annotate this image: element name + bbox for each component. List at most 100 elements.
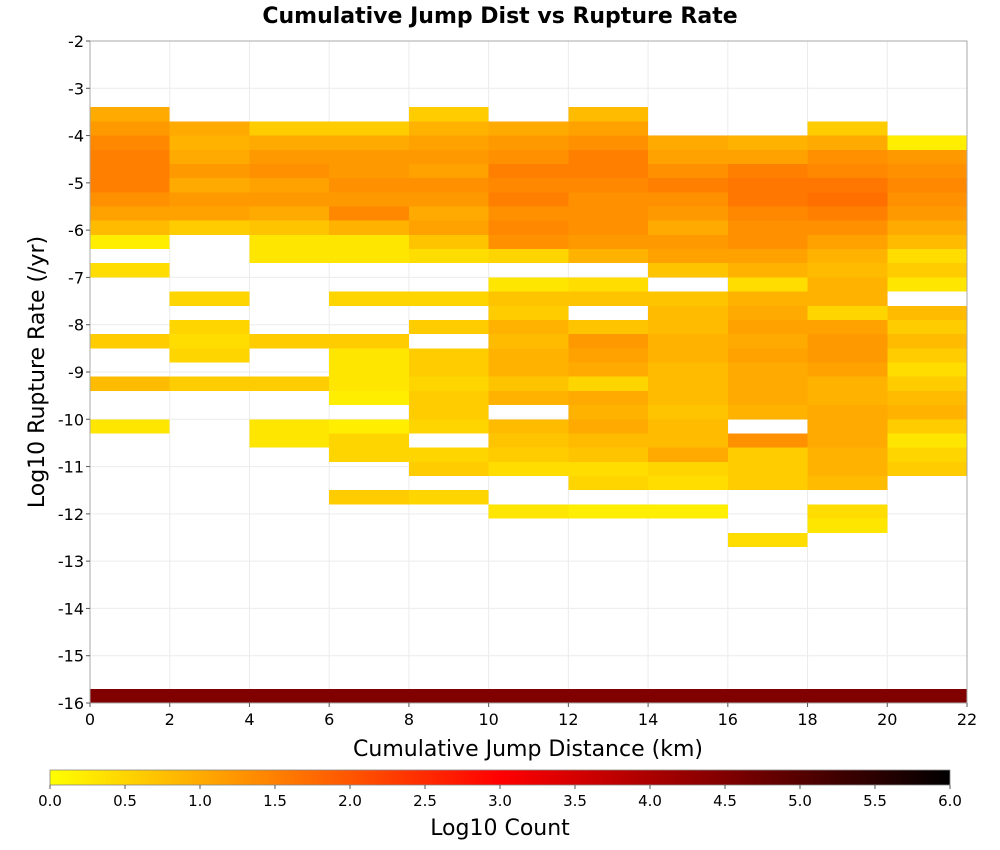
heatmap-cell xyxy=(887,419,967,434)
colorbar-tick-label: 0.0 xyxy=(38,792,62,810)
heatmap-cell xyxy=(408,121,489,136)
heatmap-cell xyxy=(488,206,569,221)
heatmap-cell xyxy=(648,192,728,207)
heatmap-cell xyxy=(887,263,967,278)
heatmap-cell xyxy=(568,334,649,349)
y-tick-label: -8 xyxy=(68,316,84,335)
heatmap-cell xyxy=(807,319,888,335)
heatmap-cell xyxy=(727,390,808,406)
heatmap-cell xyxy=(568,376,649,391)
heatmap-cell xyxy=(727,476,808,491)
heatmap-cell xyxy=(568,476,649,491)
heatmap-cell xyxy=(488,135,569,150)
heatmap-cell xyxy=(90,107,170,122)
y-tick-label: -12 xyxy=(58,505,84,524)
heatmap-cell xyxy=(408,234,489,250)
heatmap-cell xyxy=(568,107,649,122)
heatmap-cell xyxy=(568,390,649,406)
y-tick-label: -16 xyxy=(58,694,84,713)
heatmap-cell xyxy=(727,178,808,193)
heatmap-cell xyxy=(727,532,808,547)
heatmap-cell xyxy=(648,362,728,377)
heatmap-cell xyxy=(727,206,808,221)
heatmap-cell xyxy=(249,135,330,150)
heatmap-cell xyxy=(329,178,409,193)
heatmap-cell xyxy=(727,348,808,363)
heatmap-cell xyxy=(568,348,649,363)
heatmap-cell xyxy=(807,433,888,448)
heatmap-cell xyxy=(648,220,728,235)
heatmap-cell xyxy=(90,376,170,391)
heatmap-cell xyxy=(648,390,728,406)
heatmap-cell xyxy=(249,149,330,164)
heatmap-cell xyxy=(568,178,649,193)
heatmap-cell xyxy=(568,192,649,207)
heatmap-cell xyxy=(807,447,888,462)
colorbar-tick-label: 1.5 xyxy=(263,792,287,810)
x-tick-label: 12 xyxy=(558,710,578,729)
heatmap-cell xyxy=(807,376,888,391)
heatmap-cell xyxy=(249,220,330,235)
y-axis-ticks: -16 -15 -14 -13 -12 -11 -10 -9 -8 -7 -6 -5 -4 -3 -2 xyxy=(58,32,90,713)
heatmap-cell xyxy=(568,504,649,519)
heatmap-cell xyxy=(169,163,250,179)
heatmap-cell xyxy=(727,149,808,164)
heatmap-cell xyxy=(568,319,649,335)
heatmap-cell xyxy=(329,135,409,150)
heatmap-cell xyxy=(568,135,649,150)
heatmap-cell xyxy=(488,121,569,136)
heatmap-cell xyxy=(648,291,728,306)
x-tick-label: 8 xyxy=(404,710,414,729)
heatmap-cell xyxy=(568,206,649,221)
heatmap-cell xyxy=(329,121,409,136)
heatmap-cell xyxy=(568,461,649,477)
heatmap-cell xyxy=(568,433,649,448)
heatmap-cell xyxy=(488,390,569,406)
heatmap-cell xyxy=(648,376,728,391)
heatmap-cell xyxy=(169,688,250,703)
heatmap-cell xyxy=(488,433,569,448)
heatmap-cell xyxy=(90,206,170,221)
heatmap-cell xyxy=(887,192,967,207)
heatmap-cell xyxy=(887,433,967,448)
heatmap-cell xyxy=(807,390,888,406)
heatmap-cell xyxy=(249,206,330,221)
y-tick-label: -14 xyxy=(58,599,84,618)
heatmap-cell xyxy=(90,263,170,278)
heatmap-cell xyxy=(408,192,489,207)
heatmap-cell xyxy=(727,277,808,292)
heatmap-cell xyxy=(727,447,808,462)
heatmap-cell xyxy=(887,305,967,320)
x-tick-label: 2 xyxy=(165,710,175,729)
heatmap-cell xyxy=(169,178,250,193)
heatmap-cell xyxy=(329,348,409,363)
heatmap-cell xyxy=(249,419,330,434)
heatmap-cell xyxy=(568,405,649,420)
chart-title: Cumulative Jump Dist vs Rupture Rate xyxy=(262,4,737,29)
heatmap-cell xyxy=(807,305,888,320)
heatmap-cell xyxy=(408,348,489,363)
y-axis-label: Log10 Rupture Rate (/yr) xyxy=(25,236,50,508)
heatmap-cell xyxy=(329,447,409,462)
heatmap-cell xyxy=(568,149,649,164)
heatmap-cell xyxy=(568,249,649,264)
heatmap-cell xyxy=(329,163,409,179)
heatmap-cell xyxy=(887,334,967,349)
heatmap-cell xyxy=(249,234,330,250)
heatmap-cell xyxy=(169,319,250,335)
heatmap-cell xyxy=(807,163,888,179)
heatmap-cell xyxy=(807,334,888,349)
heatmap-cell xyxy=(727,688,808,703)
heatmap-cell xyxy=(648,433,728,448)
colorbar-tick-label: 3.5 xyxy=(563,792,587,810)
y-tick-label: -11 xyxy=(58,458,84,477)
heatmap-cell xyxy=(408,149,489,164)
heatmap-cell xyxy=(807,504,888,519)
heatmap-cell xyxy=(408,319,489,335)
x-tick-label: 10 xyxy=(478,710,498,729)
heatmap-cell xyxy=(807,220,888,235)
heatmap-cell xyxy=(648,305,728,320)
heatmap-cell xyxy=(90,334,170,349)
x-axis-ticks: 0 2 4 6 8 10 12 14 16 18 20 22 xyxy=(85,703,977,729)
